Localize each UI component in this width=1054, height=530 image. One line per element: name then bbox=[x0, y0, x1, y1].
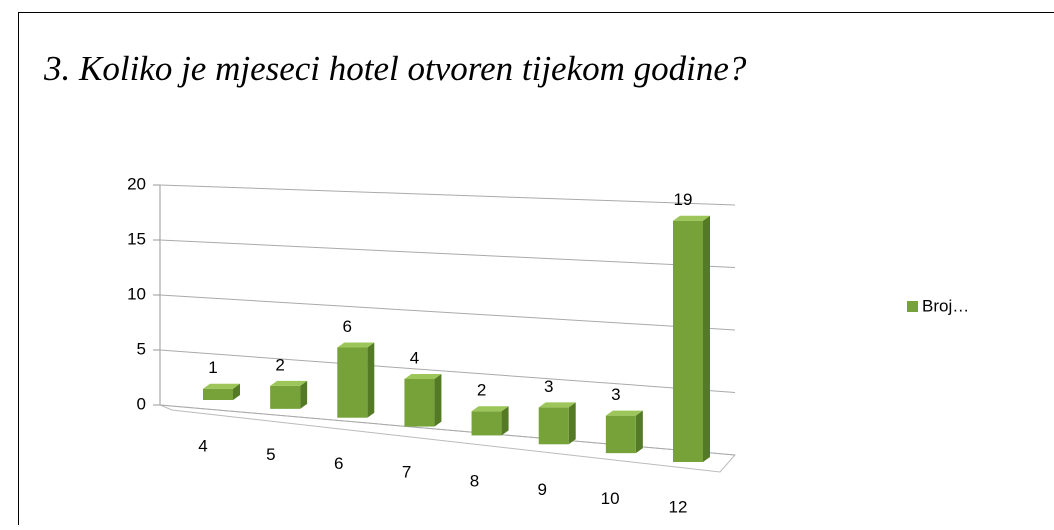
bar-side bbox=[367, 343, 374, 418]
bar bbox=[270, 386, 300, 409]
x-tick-label: 7 bbox=[402, 463, 411, 482]
y-tick-label: 0 bbox=[137, 394, 146, 413]
legend-label: Broj… bbox=[922, 296, 969, 315]
y-tick-label: 5 bbox=[137, 339, 146, 358]
grid-line bbox=[160, 295, 735, 330]
bar-side bbox=[569, 402, 576, 444]
bar-side bbox=[434, 374, 441, 427]
data-label: 2 bbox=[477, 381, 486, 400]
bar bbox=[539, 407, 569, 444]
bar bbox=[337, 348, 367, 418]
bar bbox=[203, 389, 233, 400]
grid-line bbox=[160, 350, 735, 393]
legend-swatch bbox=[907, 301, 918, 312]
x-tick-label: 12 bbox=[669, 497, 688, 516]
grid-line bbox=[160, 185, 735, 205]
y-tick-label: 20 bbox=[127, 174, 146, 193]
x-tick-label: 8 bbox=[470, 471, 479, 490]
grid-line bbox=[160, 240, 735, 268]
x-tick-label: 6 bbox=[334, 454, 343, 473]
data-label: 4 bbox=[410, 348, 419, 367]
bar bbox=[404, 379, 434, 427]
grid-line bbox=[160, 405, 735, 455]
y-tick-label: 10 bbox=[127, 284, 146, 303]
bar bbox=[673, 221, 703, 462]
chart-title: 3. Koliko je mjeseci hotel otvoren tijek… bbox=[43, 49, 747, 88]
data-label: 1 bbox=[208, 358, 217, 377]
data-label: 2 bbox=[275, 355, 284, 374]
x-tick-label: 9 bbox=[538, 480, 547, 499]
data-label: 3 bbox=[611, 385, 620, 404]
y-tick-label: 15 bbox=[127, 229, 146, 248]
floor bbox=[160, 405, 735, 472]
data-label: 3 bbox=[544, 377, 553, 396]
data-label: 6 bbox=[343, 317, 352, 336]
data-label: 19 bbox=[674, 190, 693, 209]
bar-side bbox=[703, 216, 710, 462]
x-tick-label: 4 bbox=[198, 436, 207, 455]
bar-side bbox=[636, 411, 643, 454]
bar bbox=[606, 416, 636, 454]
x-tick-label: 5 bbox=[266, 445, 275, 464]
x-tick-label: 10 bbox=[601, 489, 620, 508]
bar bbox=[472, 411, 502, 435]
bar-side bbox=[502, 406, 509, 435]
